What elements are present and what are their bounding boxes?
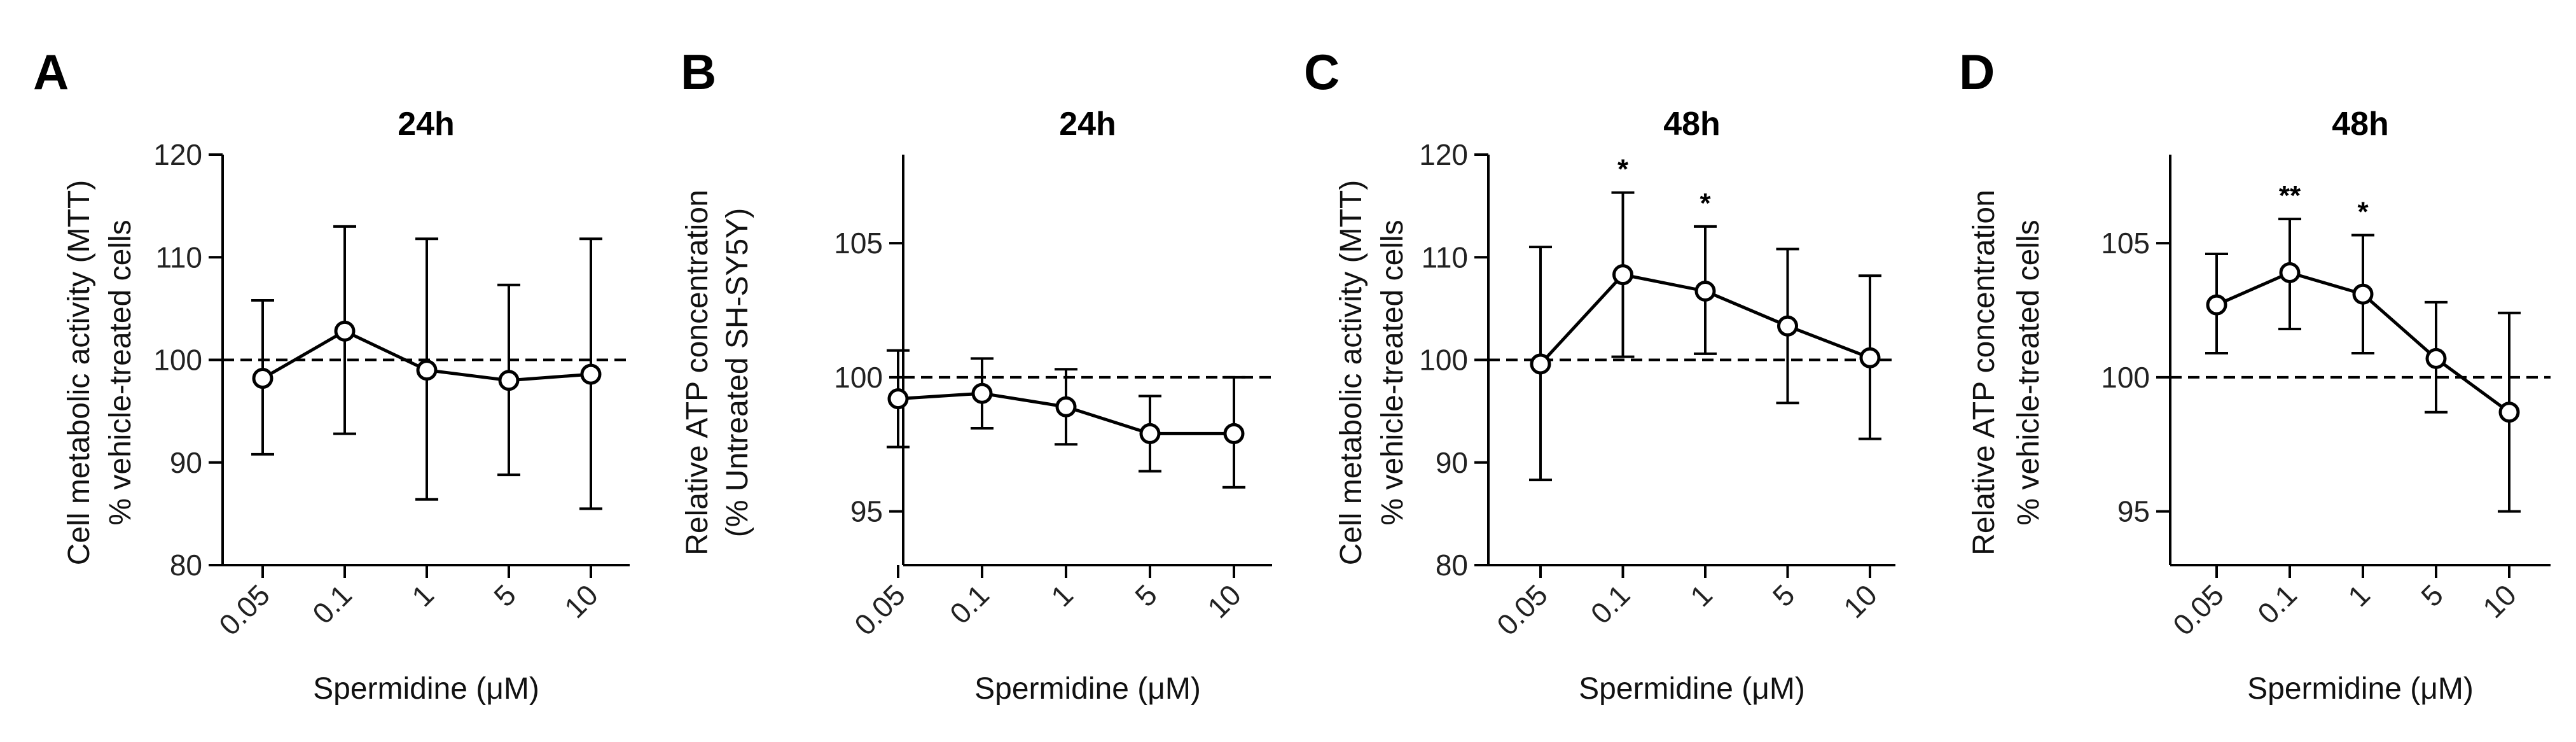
- data-point: [1055, 396, 1077, 417]
- significance-marker: *: [1617, 154, 1629, 185]
- y-axis-title-line1: Relative ATP concentration: [681, 190, 714, 556]
- x-axis-title: Spermidine (μM): [1579, 672, 1805, 706]
- data-point: [2425, 347, 2447, 369]
- x-tick-label: 1: [1044, 578, 1079, 613]
- y-tick-label: 110: [1422, 241, 1468, 274]
- y-tick-label: 105: [2101, 227, 2150, 260]
- data-point: [1612, 264, 1633, 286]
- data-point: [2206, 294, 2227, 316]
- data-point: [2498, 402, 2520, 423]
- data-point: [1694, 280, 1716, 302]
- x-tick-label: 1: [405, 578, 440, 613]
- y-tick-label: 90: [170, 446, 202, 479]
- panel-letter: A: [33, 44, 69, 100]
- significance-marker: *: [1700, 188, 1711, 219]
- x-tick-label: 10: [2476, 578, 2523, 624]
- data-point: [1139, 423, 1161, 444]
- data-point: [1859, 347, 1881, 368]
- y-tick-label: 120: [153, 138, 202, 171]
- y-axis-title-line1: Cell metabolic activity (MTT): [1334, 180, 1368, 565]
- y-tick-label: 120: [1419, 138, 1468, 171]
- data-point: [2352, 283, 2374, 305]
- x-tick-label: 0.1: [2251, 578, 2303, 630]
- data-point: [971, 382, 993, 404]
- data-point: [1223, 423, 1245, 444]
- data-point: [416, 360, 438, 381]
- y-tick-label: 100: [834, 361, 883, 394]
- x-tick-label: 1: [2341, 578, 2376, 613]
- x-tick-label: 5: [1128, 578, 1163, 613]
- x-tick-label: 0.1: [1584, 578, 1637, 630]
- x-tick-label: 0.1: [306, 578, 358, 630]
- y-tick-label: 105: [834, 227, 883, 260]
- x-tick-label: 0.05: [1490, 578, 1554, 641]
- y-tick-label: 90: [1436, 446, 1468, 479]
- data-point: [2279, 262, 2301, 283]
- y-tick-label: 110: [156, 241, 202, 274]
- x-tick-label: 10: [558, 578, 604, 624]
- y-tick-label: 100: [2101, 361, 2150, 394]
- panel-title: 48h: [1663, 106, 1721, 143]
- y-axis-title-line2: % vehicle-treated cells: [1376, 220, 1409, 525]
- x-axis-title: Spermidine (μM): [974, 672, 1201, 706]
- y-tick-label: 100: [153, 344, 202, 377]
- y-axis-title-line2: % vehicle-treated cells: [2012, 220, 2046, 525]
- x-tick-label: 0.05: [2166, 578, 2230, 641]
- y-tick-label: 95: [2117, 495, 2150, 528]
- panel-B: B 24h 95 100 105 0.05 0.1 1 5 10 Spermidine (μM) Re…: [681, 44, 1272, 706]
- x-tick-label: 5: [487, 578, 522, 613]
- x-tick-label: 10: [1837, 578, 1883, 624]
- y-tick-label: 80: [170, 549, 202, 582]
- data-point: [334, 320, 356, 342]
- y-axis-title-line2: (% Untreated SH-SY5Y): [721, 208, 754, 538]
- significance-marker: **: [2279, 180, 2301, 211]
- x-axis-title: Spermidine (μM): [313, 672, 539, 706]
- data-point: [498, 370, 520, 391]
- data-point: [887, 388, 909, 410]
- y-axis-title-line2: % vehicle-treated cells: [104, 220, 137, 525]
- data-point: [1530, 353, 1551, 375]
- y-axis-title-line1: Relative ATP concentration: [1967, 190, 2001, 556]
- significance-marker: *: [2357, 196, 2369, 227]
- y-tick-label: 80: [1436, 549, 1468, 582]
- x-tick-label: 0.1: [943, 578, 995, 630]
- y-tick-label: 95: [850, 495, 883, 528]
- x-tick-label: 5: [2414, 578, 2449, 613]
- panel-C: C 48h 80 90 100 110 120 0.05 0.1 1 5 10 * * Spermidine…: [1304, 44, 1895, 706]
- data-point: [252, 368, 274, 389]
- x-tick-label: 10: [1201, 578, 1247, 624]
- x-tick-label: 0.05: [212, 578, 276, 641]
- panel-letter: B: [681, 44, 716, 100]
- x-tick-label: 5: [1766, 578, 1801, 613]
- y-axis-title-line1: Cell metabolic activity (MTT): [62, 180, 96, 565]
- data-point: [1777, 315, 1798, 337]
- panel-letter: C: [1304, 44, 1340, 100]
- x-axis-title: Spermidine (μM): [2247, 672, 2474, 706]
- panel-title: 24h: [398, 106, 455, 143]
- panel-letter: D: [1959, 44, 1995, 100]
- panel-A: A 24h 80 90 100 110 120 0.05 0.1 1 5 10 Spermidine (…: [33, 44, 630, 706]
- y-tick-label: 100: [1419, 344, 1468, 377]
- x-tick-label: 1: [1684, 578, 1719, 613]
- panel-title: 48h: [2332, 106, 2389, 143]
- panel-title: 24h: [1059, 106, 1116, 143]
- data-point: [580, 363, 602, 385]
- x-tick-label: 0.05: [848, 578, 911, 641]
